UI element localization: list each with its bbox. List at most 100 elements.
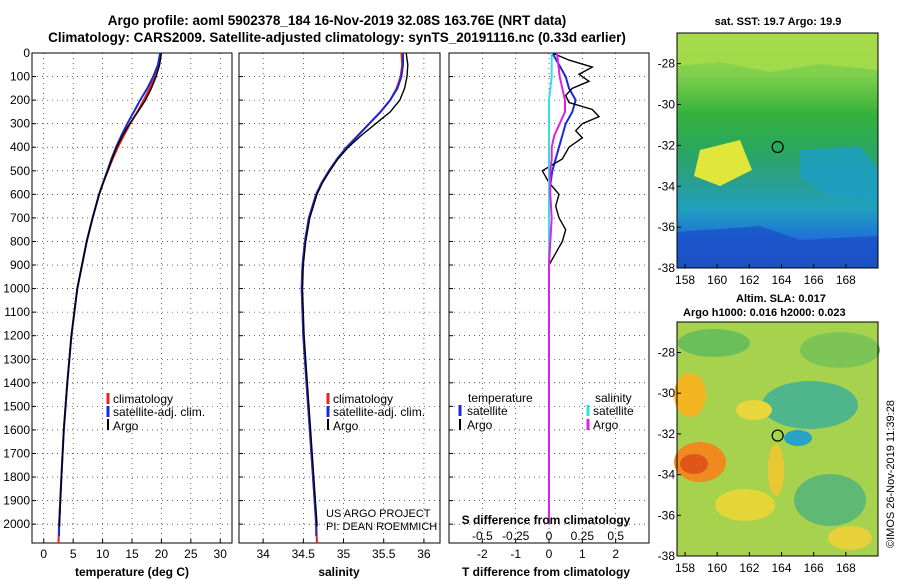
map-x-tick-label: 166 bbox=[804, 273, 824, 287]
project-credit: US ARGO PROJECT bbox=[326, 508, 431, 520]
x-tick-label: 0 bbox=[546, 547, 553, 561]
sla-x-ticks: 158 160 162 164 166 168 bbox=[675, 552, 856, 575]
y-tick-label: 1000 bbox=[3, 282, 30, 296]
x-tick-label: 30 bbox=[214, 547, 228, 561]
map-y-tick-label: -36 bbox=[658, 508, 676, 522]
s-tick-label: 0 bbox=[546, 529, 553, 543]
x-tick-label: -2 bbox=[477, 547, 488, 561]
difference-x2label: S difference from climatology bbox=[462, 513, 631, 527]
s-tick-label: 0.5 bbox=[607, 529, 624, 543]
x-tick-label: 20 bbox=[155, 547, 169, 561]
sla-map-panel: Altim. SLA: 0.017 Argo h1000: 0.016 h200… bbox=[658, 293, 880, 575]
y-tick-label: 1500 bbox=[3, 399, 30, 413]
sla-blob bbox=[784, 430, 812, 446]
sst-y-ticks: -28 -30 -32 -34 -36 -38 bbox=[658, 57, 681, 275]
x-tick-label: 25 bbox=[184, 547, 198, 561]
x-tick-label: 36 bbox=[417, 547, 431, 561]
y-tick-label: 200 bbox=[10, 93, 30, 107]
y-tick-label: 300 bbox=[10, 117, 30, 131]
s-tick-label: 0.25 bbox=[571, 529, 595, 543]
sst-map-frame bbox=[676, 32, 879, 269]
sla-y-ticks: -28 -30 -32 -34 -36 -38 bbox=[658, 346, 681, 563]
x-tick-label: 0 bbox=[40, 547, 47, 561]
x-tick-label: 2 bbox=[612, 547, 619, 561]
sst-warm-eddy bbox=[694, 140, 752, 186]
legend-t-satellite: satellite bbox=[467, 404, 508, 418]
sla-blob bbox=[736, 400, 772, 420]
map-x-tick-label: 168 bbox=[836, 561, 856, 575]
x-tick-label: 35.5 bbox=[372, 547, 396, 561]
salinity-x-ticks: 34 34.5 35 35.5 36 bbox=[256, 539, 431, 561]
map-x-tick-label: 162 bbox=[739, 273, 759, 287]
sla-blob bbox=[762, 381, 858, 429]
difference-series bbox=[541, 52, 601, 525]
temperature-y-ticks: 0 100 200 300 400 500 600 700 800 900 1000 1100 1200… bbox=[3, 46, 30, 531]
x-tick-label: -1 bbox=[510, 547, 521, 561]
legend-climatology: climatology bbox=[113, 392, 173, 406]
y-tick-label: 1700 bbox=[3, 446, 30, 460]
map-y-tick-label: -36 bbox=[658, 220, 676, 234]
map-x-tick-label: 158 bbox=[675, 561, 695, 575]
legend-argo: Argo bbox=[333, 419, 359, 433]
map-y-tick-label: -38 bbox=[658, 261, 676, 275]
y-tick-label: 900 bbox=[10, 258, 30, 272]
map-x-tick-label: 164 bbox=[772, 561, 792, 575]
map-x-tick-label: 160 bbox=[707, 273, 727, 287]
sla-map-title: Altim. SLA: 0.017 bbox=[736, 293, 826, 305]
y-tick-label: 600 bbox=[10, 187, 30, 201]
legend-salinity-title: salinity bbox=[595, 391, 632, 405]
salinity-panel: 34 34.5 35 35.5 36 salinity climatology sate… bbox=[238, 52, 441, 579]
y-tick-label: 700 bbox=[10, 211, 30, 225]
sla-map-subtitle: Argo h1000: 0.016 h2000: 0.023 bbox=[683, 307, 846, 319]
legend-s-argo: Argo bbox=[593, 418, 619, 432]
salinity-xlabel: salinity bbox=[318, 565, 360, 579]
difference-panel: -2 -1 0 1 2 -0.5 -0.25 0 0.25 0.5 T difference f… bbox=[448, 52, 650, 579]
y-tick-label: 1600 bbox=[3, 423, 30, 437]
map-y-tick-label: -28 bbox=[658, 346, 676, 360]
series-line-argo bbox=[58, 52, 163, 527]
s-tick-label: -0.25 bbox=[502, 529, 530, 543]
temperature-xlabel: temperature (deg C) bbox=[75, 565, 189, 579]
x-tick-label: 5 bbox=[70, 547, 77, 561]
sst-cold-band bbox=[677, 226, 878, 268]
legend-t-argo: Argo bbox=[467, 418, 493, 432]
sla-blob bbox=[794, 474, 866, 526]
map-y-tick-label: -30 bbox=[658, 386, 676, 400]
x-tick-label: 34 bbox=[256, 547, 270, 561]
temperature-legend: climatology satellite-adj. clim. Argo bbox=[106, 392, 205, 433]
sst-profile-location-marker bbox=[771, 140, 784, 154]
map-y-tick-label: -38 bbox=[658, 549, 676, 563]
x-tick-label: 1 bbox=[579, 547, 586, 561]
y-tick-label: 1900 bbox=[3, 494, 30, 508]
difference-legend: temperature satellite Argo salinity sate… bbox=[458, 391, 634, 432]
header-line1: Argo profile: aoml 5902378_184 16-Nov-20… bbox=[108, 13, 566, 28]
pi-credit: PI: DEAN ROEMMICH bbox=[326, 521, 437, 533]
legend-s-satellite: satellite bbox=[593, 404, 634, 418]
y-tick-label: 0 bbox=[23, 46, 30, 60]
map-x-tick-label: 168 bbox=[836, 273, 856, 287]
sst-map-panel: sat. SST: 19.7 Argo: 19.9 158 160 162 164 16… bbox=[658, 16, 879, 287]
map-y-tick-label: -34 bbox=[658, 468, 676, 482]
legend-satellite: satellite-adj. clim. bbox=[113, 405, 205, 419]
sla-blob bbox=[678, 329, 750, 357]
sla-blob bbox=[800, 332, 880, 368]
series-line-s-argo bbox=[548, 52, 566, 525]
sla-blob bbox=[680, 454, 708, 474]
salinity-gridlines bbox=[239, 52, 440, 543]
y-tick-label: 1800 bbox=[3, 470, 30, 484]
sst-x-ticks: 158 160 162 164 166 168 bbox=[675, 264, 856, 287]
y-tick-label: 1400 bbox=[3, 376, 30, 390]
legend-satellite: satellite-adj. clim. bbox=[333, 405, 425, 419]
y-tick-label: 2000 bbox=[3, 517, 30, 531]
map-y-tick-label: -30 bbox=[658, 98, 676, 112]
y-tick-label: 1300 bbox=[3, 352, 30, 366]
imos-credit: ©IMOS 26-Nov-2019 11:39:28 bbox=[885, 400, 897, 548]
y-tick-label: 500 bbox=[10, 164, 30, 178]
s-tick-label: -0.5 bbox=[472, 529, 493, 543]
map-y-tick-label: -34 bbox=[658, 179, 676, 193]
sla-profile-location-marker bbox=[771, 429, 784, 442]
sla-blob bbox=[768, 444, 784, 496]
temperature-panel: 0 5 10 15 20 25 30 0 100 200 300 400 500 600 700 800 90… bbox=[3, 46, 233, 579]
y-tick-label: 800 bbox=[10, 234, 30, 248]
